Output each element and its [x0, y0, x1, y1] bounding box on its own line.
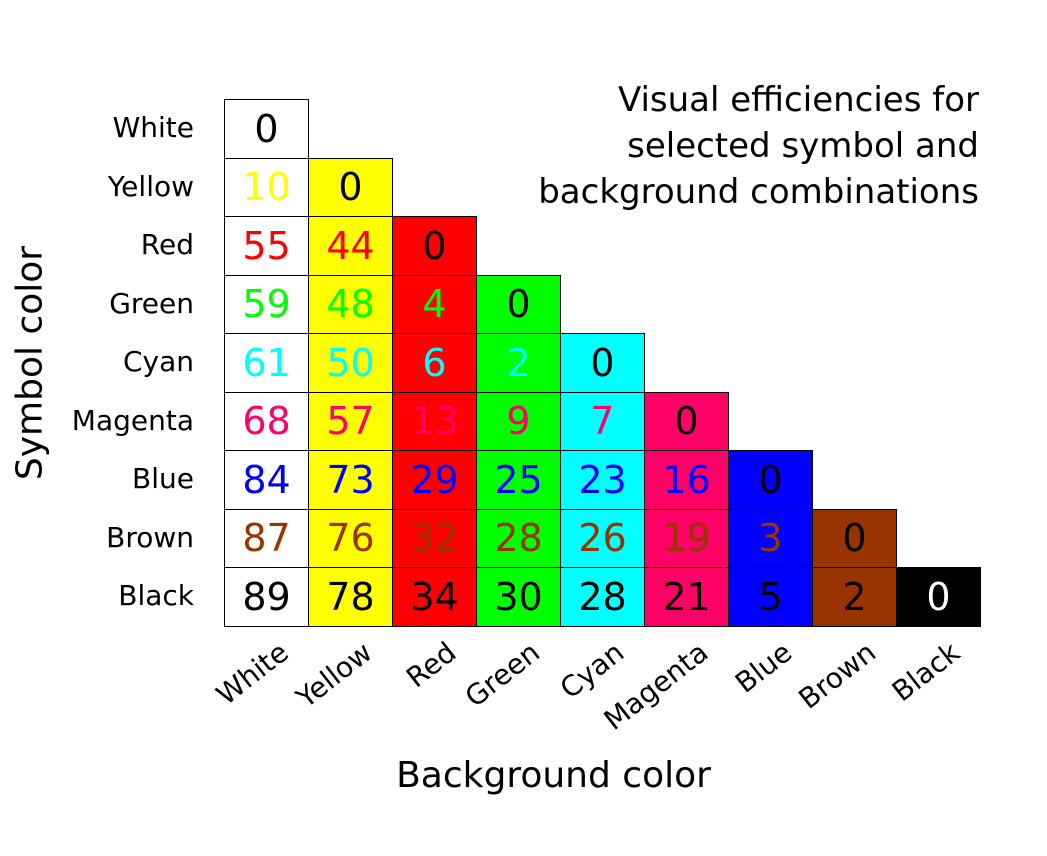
cell-cyan-on-white: 61 [224, 333, 309, 393]
cell-brown-on-red: 32 [392, 508, 477, 568]
cell-black-on-blue: 5 [728, 567, 813, 627]
cell-blue-on-magenta: 16 [644, 450, 729, 510]
row-label-brown: Brown [106, 520, 194, 554]
cell-black-on-red: 34 [392, 567, 477, 627]
cell-red-on-red: 0 [392, 216, 477, 276]
row-label-blue: Blue [132, 462, 194, 495]
cell-brown-on-cyan: 26 [560, 508, 645, 568]
cell-black-on-green: 30 [476, 567, 561, 627]
x-axis-title: Background color [396, 755, 711, 796]
chart-title-line-3: background combinations [538, 172, 979, 212]
cell-black-on-white: 89 [224, 567, 309, 627]
column-label-red: Red [400, 634, 463, 694]
cell-black-on-brown: 2 [812, 567, 897, 627]
row-label-green: Green [109, 286, 194, 320]
row-label-red: Red [140, 228, 194, 261]
cell-cyan-on-yellow: 50 [308, 333, 393, 393]
cell-black-on-black: 0 [896, 567, 981, 627]
cell-white-on-white: 0 [224, 99, 309, 159]
cell-red-on-yellow: 44 [308, 216, 393, 276]
cell-magenta-on-red: 13 [392, 391, 477, 451]
cell-cyan-on-cyan: 0 [560, 333, 645, 393]
cell-blue-on-red: 29 [392, 450, 477, 510]
cell-brown-on-white: 87 [224, 508, 309, 568]
cell-magenta-on-green: 9 [476, 391, 561, 451]
cell-yellow-on-white: 10 [224, 157, 309, 217]
column-label-white: White [210, 634, 296, 712]
cell-magenta-on-magenta: 0 [644, 391, 729, 451]
cell-brown-on-yellow: 76 [308, 508, 393, 568]
column-label-green: Green [459, 634, 547, 714]
row-label-yellow: Yellow [107, 169, 194, 203]
cell-cyan-on-green: 2 [476, 333, 561, 393]
cell-blue-on-yellow: 73 [308, 450, 393, 510]
chart-title-line-2: selected symbol and [627, 126, 979, 166]
row-label-white: White [112, 111, 194, 144]
column-label-brown: Brown [792, 634, 883, 716]
cell-cyan-on-red: 6 [392, 333, 477, 393]
cell-green-on-yellow: 48 [308, 274, 393, 334]
cell-green-on-green: 0 [476, 274, 561, 334]
cell-brown-on-green: 28 [476, 508, 561, 568]
cell-brown-on-brown: 0 [812, 508, 897, 568]
cell-blue-on-green: 25 [476, 450, 561, 510]
column-label-yellow: Yellow [290, 634, 379, 715]
cell-blue-on-cyan: 23 [560, 450, 645, 510]
column-label-black: Black [886, 634, 967, 708]
row-label-black: Black [118, 579, 194, 612]
cell-brown-on-magenta: 19 [644, 508, 729, 568]
cell-red-on-white: 55 [224, 216, 309, 276]
column-label-blue: Blue [729, 634, 799, 700]
cell-yellow-on-yellow: 0 [308, 157, 393, 217]
cell-magenta-on-white: 68 [224, 391, 309, 451]
y-axis-title: Symbol color [9, 245, 51, 481]
cell-magenta-on-yellow: 57 [308, 391, 393, 451]
cell-blue-on-white: 84 [224, 450, 309, 510]
row-label-magenta: Magenta [71, 403, 194, 437]
cell-black-on-cyan: 28 [560, 567, 645, 627]
chart-title-line-1: Visual efficiencies for [617, 80, 979, 120]
cell-green-on-red: 4 [392, 274, 477, 334]
cell-magenta-on-cyan: 7 [560, 391, 645, 451]
cell-brown-on-blue: 3 [728, 508, 813, 568]
cell-blue-on-blue: 0 [728, 450, 813, 510]
cell-green-on-white: 59 [224, 274, 309, 334]
row-label-cyan: Cyan [122, 345, 194, 378]
cell-black-on-yellow: 78 [308, 567, 393, 627]
cell-black-on-magenta: 21 [644, 567, 729, 627]
